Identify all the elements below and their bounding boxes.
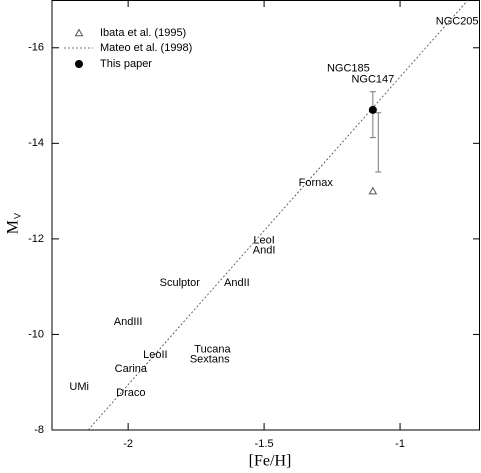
galaxy-label: NGC205 — [436, 15, 479, 27]
circle-point — [368, 105, 377, 114]
galaxy-label: NGC147 — [351, 74, 394, 86]
y-axis-title-main: M — [5, 220, 22, 234]
triangle-point — [368, 186, 378, 195]
y-tick-label: -16 — [28, 42, 44, 54]
galaxy-label: AndIII — [114, 316, 143, 328]
galaxy-label: Sculptor — [160, 277, 201, 289]
legend-marker — [74, 28, 84, 37]
legend-marker — [75, 60, 83, 68]
y-tick-label: -10 — [28, 328, 44, 340]
y-tick-label: -12 — [28, 233, 44, 245]
x-tick-label: -2 — [123, 438, 133, 450]
y-tick-label: -8 — [34, 424, 44, 436]
galaxy-label: Fornax — [299, 177, 334, 189]
legend-label: Mateo et al. (1998) — [100, 42, 192, 54]
legend-label: This paper — [100, 58, 152, 70]
galaxy-label: Carina — [115, 363, 148, 375]
galaxy-label: Sextans — [190, 354, 230, 366]
y-tick-label: -14 — [28, 137, 44, 149]
galaxy-label: AndII — [224, 277, 250, 289]
galaxy-label: LeoII — [143, 349, 167, 361]
galaxy-label: AndI — [253, 245, 276, 257]
galaxy-label: Draco — [116, 387, 145, 399]
y-axis-title-sub: V — [12, 213, 22, 219]
galaxy-label: LeoI — [253, 235, 274, 247]
galaxy-label: NGC185 — [327, 63, 370, 75]
galaxy-label: UMi — [69, 381, 89, 393]
x-tick-label: -1.5 — [255, 438, 274, 450]
legend-label: Ibata et al. (1995) — [100, 27, 186, 39]
y-axis-title: M V — [5, 213, 23, 234]
x-tick-label: -1 — [395, 438, 405, 450]
x-axis-title: [Fe/H] — [249, 453, 292, 470]
plot-frame — [51, 0, 480, 431]
galaxy-label: Tucana — [194, 344, 231, 356]
